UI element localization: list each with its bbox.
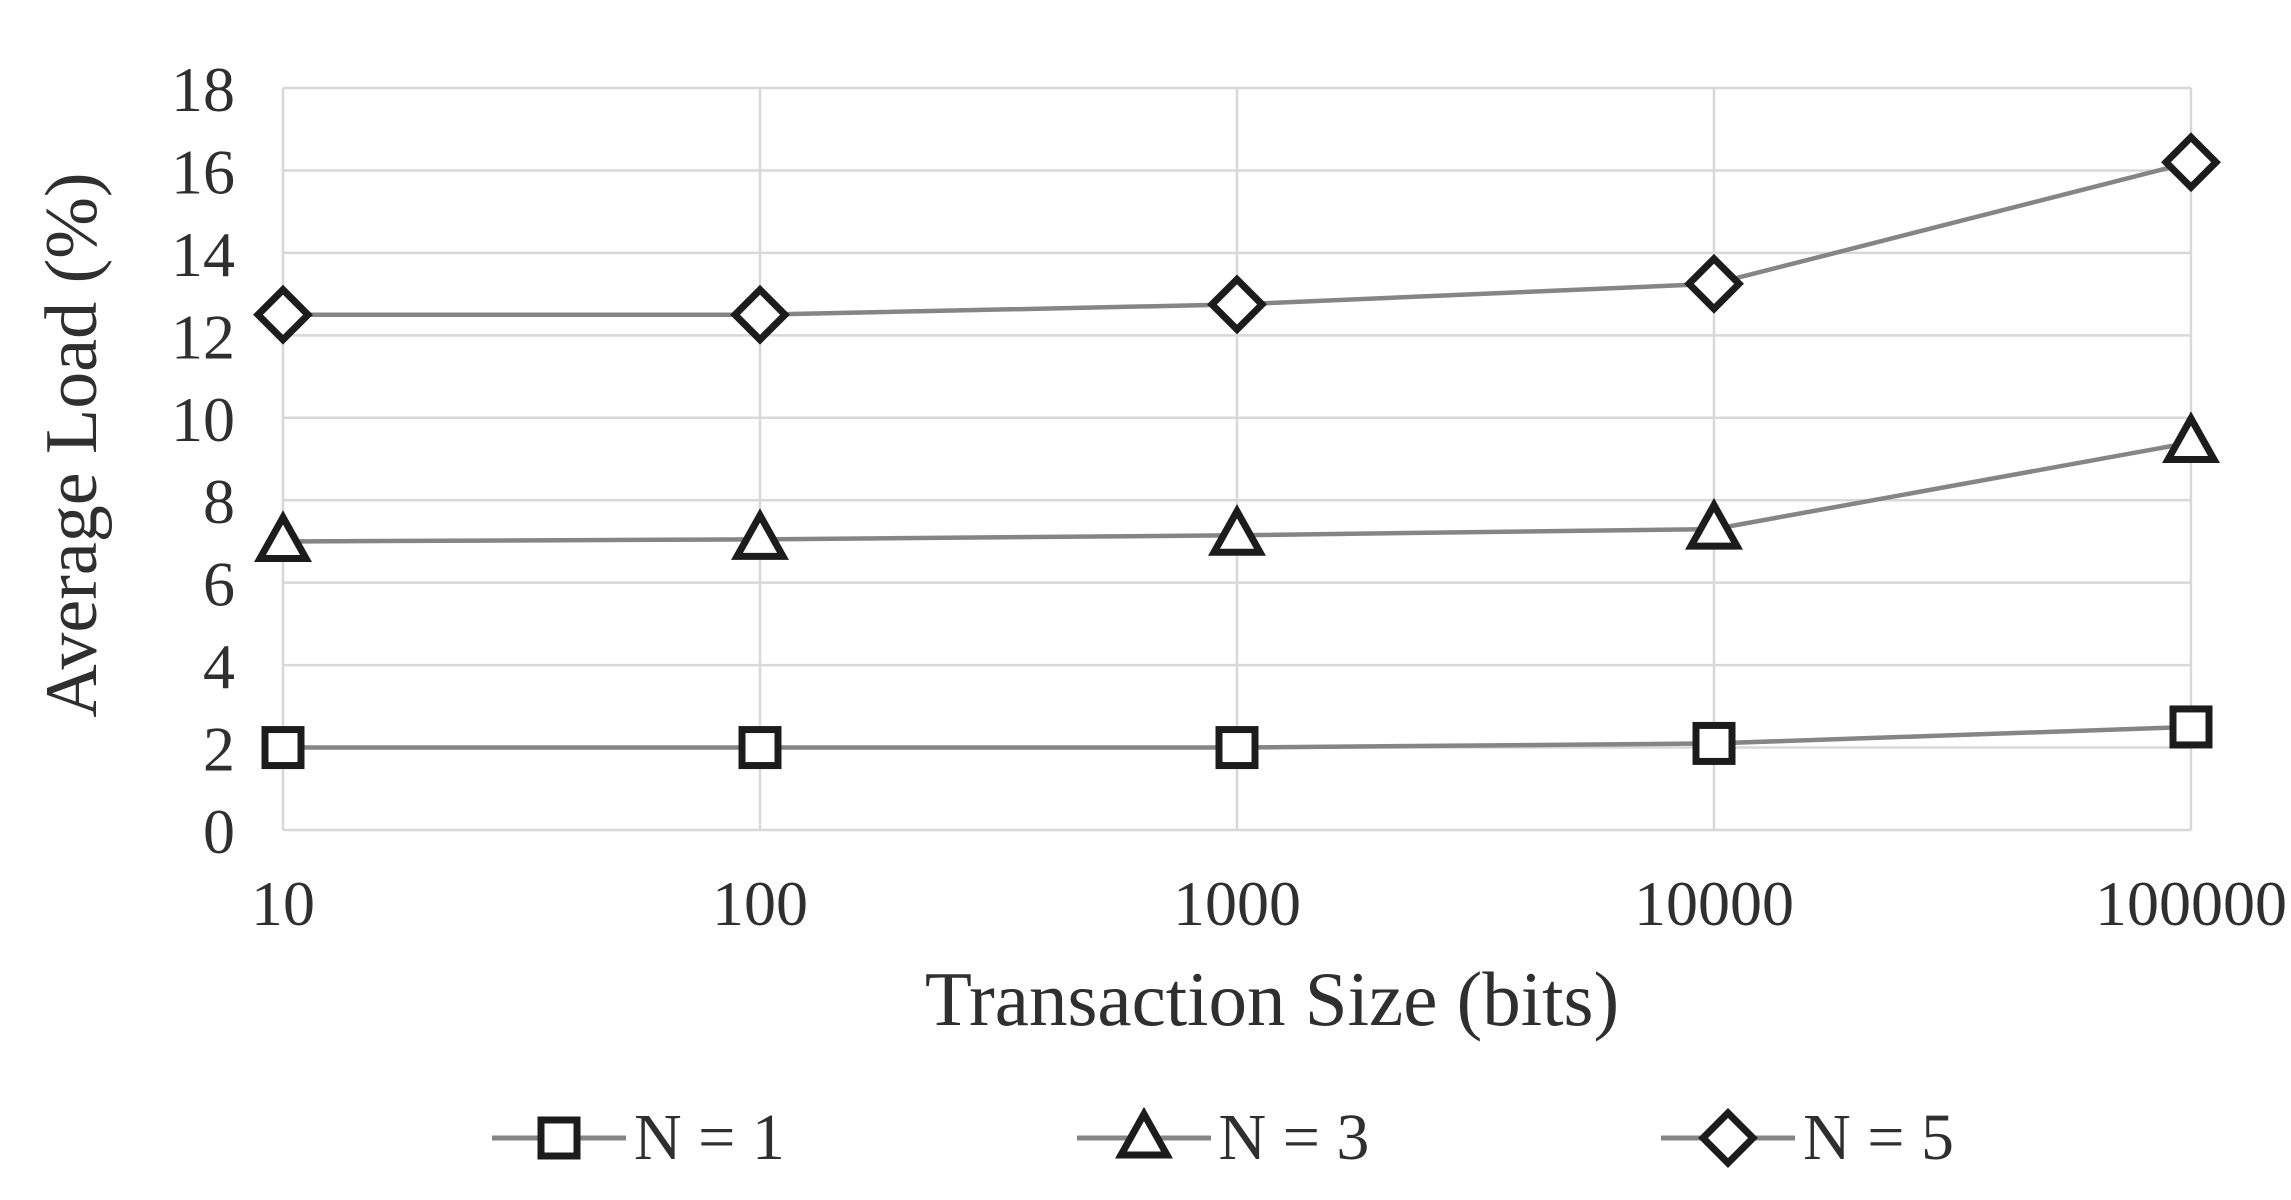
- diamond-marker: [2161, 132, 2221, 193]
- diamond-marker: [1684, 253, 1744, 314]
- legend-label-n5: N = 5: [1803, 1101, 1954, 1174]
- diamond-marker: [730, 284, 790, 345]
- x-tick-label: 10000: [1634, 868, 1794, 939]
- x-tick-label: 10: [251, 868, 315, 939]
- y-tick-label: 6: [203, 549, 235, 620]
- triangle-marker: [254, 510, 312, 562]
- y-axis-title: Average Load (%): [31, 172, 113, 718]
- legend-item-n5: N = 5: [1661, 1100, 1954, 1176]
- legend: N = 1 N = 3 N = 5: [492, 1096, 1954, 1180]
- x-tick-label: 1000: [1173, 868, 1301, 939]
- y-tick-label: 12: [171, 301, 235, 372]
- x-axis-title: Transaction Size (bits): [924, 956, 1620, 1042]
- diamond-marker: [1207, 274, 1267, 335]
- square-marker: [1215, 726, 1259, 770]
- triangle-marker: [1114, 1106, 1173, 1159]
- legend-item-n1: N = 1: [492, 1100, 785, 1176]
- diamond-marker: [1698, 1108, 1759, 1168]
- y-tick-label: 2: [203, 714, 235, 785]
- x-tick-label: 100000: [2095, 868, 2287, 939]
- x-tick-label: 100: [712, 868, 808, 939]
- triangle-marker: [2162, 411, 2220, 464]
- y-tick-label: 8: [203, 466, 235, 537]
- triangle-marker: [731, 508, 789, 560]
- legend-label-n3: N = 3: [1218, 1101, 1370, 1174]
- legend-item-n3: N = 3: [1076, 1100, 1370, 1176]
- y-tick-label: 16: [171, 136, 235, 207]
- y-tick-label: 4: [203, 631, 235, 702]
- diamond-marker-icon: [1661, 1108, 1796, 1168]
- diamond-marker: [253, 284, 313, 345]
- legend-label-n1: N = 1: [634, 1101, 785, 1174]
- y-tick-label: 10: [171, 384, 235, 455]
- triangle-marker: [1685, 497, 1743, 550]
- triangle-marker: [1208, 504, 1266, 556]
- y-tick-label: 18: [171, 54, 235, 125]
- y-tick-label: 14: [171, 219, 235, 290]
- square-marker: [1692, 721, 1736, 765]
- y-tick-label: 0: [203, 796, 235, 867]
- square-marker: [2169, 705, 2213, 749]
- square-marker: [738, 726, 782, 770]
- square-marker-icon: [492, 1116, 626, 1160]
- square-marker: [261, 726, 305, 770]
- triangle-marker-icon: [1076, 1106, 1211, 1159]
- square-marker: [537, 1116, 581, 1160]
